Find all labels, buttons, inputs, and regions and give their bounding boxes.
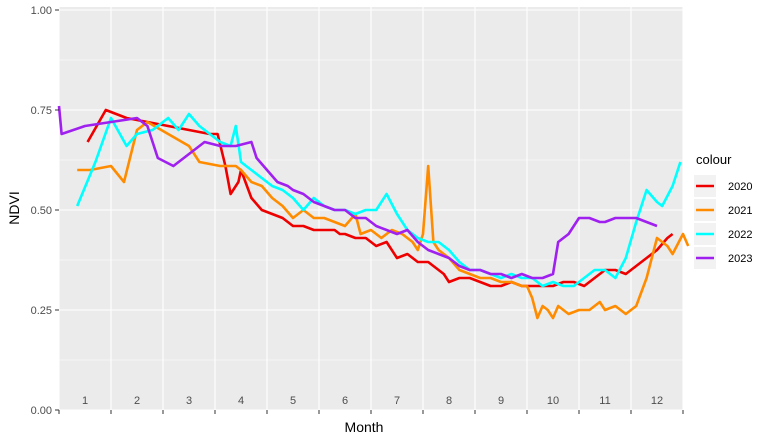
x-tick-label: 12 bbox=[651, 395, 663, 407]
x-tick-label: 6 bbox=[342, 395, 348, 407]
y-tick-label: 0.50 bbox=[31, 205, 52, 217]
series-line-2021 bbox=[77, 120, 690, 320]
x-tick-label: 9 bbox=[498, 395, 504, 407]
major-grid bbox=[58, 7, 684, 411]
x-tick-label: 4 bbox=[238, 395, 244, 407]
y-axis: 0.00 0.25 0.50 0.75 1.00 bbox=[31, 5, 59, 417]
y-tick-label: 1.00 bbox=[31, 5, 52, 17]
y-tick-label: 0.75 bbox=[31, 105, 52, 117]
x-tick-label: 11 bbox=[599, 395, 610, 407]
series-line-2023 bbox=[57, 105, 658, 280]
series-lines bbox=[57, 105, 690, 320]
y-tick-label: 0.25 bbox=[31, 305, 52, 317]
x-axis-ticks bbox=[58, 410, 684, 414]
x-tick-label: 8 bbox=[446, 395, 452, 407]
x-tick-label: 3 bbox=[186, 395, 192, 407]
legend-label-2021: 2021 bbox=[728, 205, 752, 217]
x-tick-labels: 1 2 3 4 5 6 7 8 9 10 11 12 bbox=[82, 395, 663, 407]
legend-title: colour bbox=[696, 152, 732, 167]
x-axis-title: Month bbox=[345, 419, 384, 435]
x-tick-label: 10 bbox=[547, 395, 559, 407]
x-tick-label: 2 bbox=[134, 395, 140, 407]
legend-label-2022: 2022 bbox=[728, 229, 752, 241]
legend-label-2023: 2023 bbox=[728, 253, 752, 265]
x-tick-label: 5 bbox=[290, 395, 296, 407]
x-tick-label: 1 bbox=[82, 395, 88, 407]
legend-label-2020: 2020 bbox=[728, 181, 752, 193]
legend: colour 2020 2021 2022 2023 bbox=[694, 152, 752, 269]
y-tick-label: 0.00 bbox=[31, 405, 52, 417]
y-axis-title: NDVI bbox=[6, 191, 22, 224]
series-line-2020 bbox=[86, 108, 674, 288]
x-tick-label: 7 bbox=[394, 395, 400, 407]
series-line-2022 bbox=[75, 112, 682, 288]
